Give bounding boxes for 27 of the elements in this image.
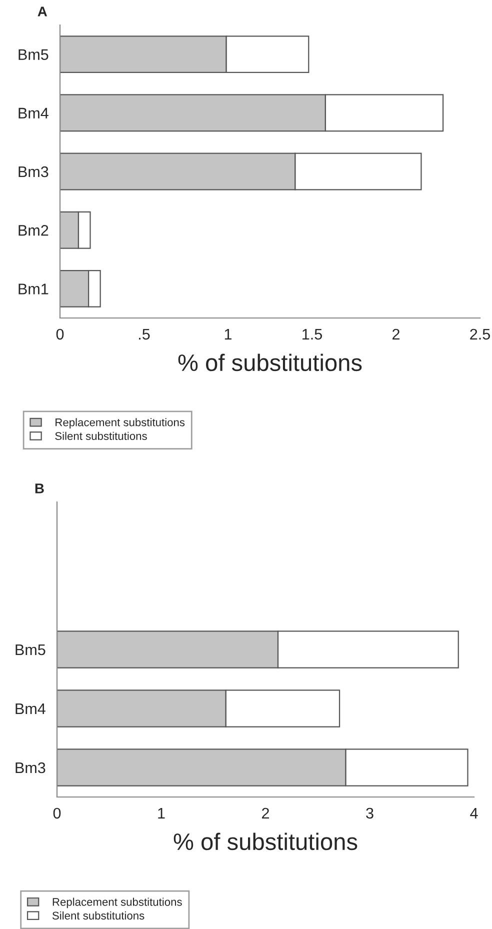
legend-label: Silent substitutions [55,432,147,440]
x-tick-label: 2.5 [470,328,490,340]
legend-label: Silent substitutions [52,911,144,920]
x-tick-label: .5 [139,328,150,340]
y-tick-label: Bm3 [18,166,48,178]
y-tick-label: Bm5 [18,49,48,60]
x-axis-title: % of substitutions [174,832,358,850]
x-tick-label: 0 [53,808,61,819]
x-tick-label: 0 [56,328,64,340]
y-tick-label: Bm5 [16,644,46,656]
y-tick-label: Bm3 [16,762,46,774]
legend-label: Replacement substitutions [56,418,185,428]
y-tick-label: Bm4 [18,108,48,118]
y-tick-label: Bm2 [18,224,48,236]
x-tick-label: 4 [470,808,478,818]
x-tick-label: 2 [392,328,400,340]
x-axis-title: % of substitutions [178,354,362,372]
y-tick-label: Bm4 [16,704,46,714]
x-tick-label: 2 [262,808,269,818]
chart-title: B [35,484,44,494]
x-tick-label: 1 [158,808,165,818]
y-tick-label: Bm1 [18,284,48,294]
x-tick-label: 1 [224,328,232,340]
legend-label: Replacement substitutions [52,898,182,908]
x-tick-label: 1.5 [302,328,322,340]
chart-title: A [38,6,48,16]
x-tick-label: 3 [366,808,374,819]
